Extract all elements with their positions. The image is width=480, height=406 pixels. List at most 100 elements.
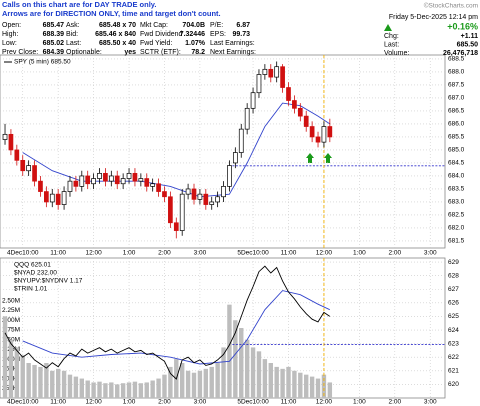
volume-bar [2,316,8,398]
candle-body [168,196,173,224]
volume-bar [250,347,256,398]
y-tick-label: 682.0 [448,225,465,232]
volume-bar [50,370,55,398]
candle-body [79,175,85,187]
candle-body [292,100,297,109]
y2-tick-label: 2.00M [2,317,20,324]
candle-body [244,107,250,130]
up-triangle [384,24,392,31]
x-tick-label: 5Dec10:00 [237,399,269,406]
y-tick-label: 688.5 [448,56,465,63]
direction-arrow [324,153,332,163]
volume-bar [215,363,220,398]
field-value: 99.73 [232,31,250,38]
volume-bar [227,304,232,398]
volume-bar [14,347,20,398]
volume-bar [61,370,67,398]
y-tick-label: 687.0 [448,95,465,102]
candle-body [61,191,67,205]
y-tick-label: 687.5 [448,82,465,89]
candle-body [179,193,185,231]
volume-bar [162,374,167,398]
y-tick-label: 628 [448,272,459,279]
candle-body [156,183,161,192]
candle-body [303,115,309,127]
candle-body [138,178,144,182]
notice-box [0,0,232,21]
y2-tick-label: 2.25M [2,307,20,314]
field-label: P/E: [210,22,223,29]
field-label: Fwd Yield: [140,40,172,47]
volume-bar [103,383,108,398]
volume-bar [120,383,126,398]
candle-body [120,178,126,185]
volume-bar [132,381,138,398]
volume-bar [256,351,262,398]
field-label: Mkt Cap: [140,22,168,29]
volume-bar [126,382,132,398]
y-tick-label: 622 [448,354,459,361]
candle-body [67,180,73,192]
volume-bar [115,384,120,398]
candle-body [262,68,268,75]
volume-bar [79,378,84,398]
field-label: Optionable: [66,49,102,56]
field-label: Fwd Dividend [140,31,183,38]
x-tick-label: 2:00 [388,399,401,406]
y-tick-label: 620 [448,381,459,388]
x-tick-label: 1:00 [353,399,366,406]
volume-bar [168,366,173,398]
y-tick-label: 685.0 [448,147,465,154]
volume-bar [138,383,144,398]
moving-average [22,290,330,365]
x-tick-label: 5Dec10:00 [237,250,269,257]
candle-body [85,175,91,185]
volume-bar [309,376,315,398]
y-tick-label: 681.5 [448,238,465,245]
volume-bar [304,374,309,398]
candle-body [126,172,132,179]
field-value: 685.50 x 40 [99,40,136,47]
field-value: 688.39 [43,31,65,38]
candle-body [8,133,14,151]
field-label: Last: [66,40,81,47]
candle-body [103,172,108,182]
volume-bar [179,363,185,398]
volume-bar [262,359,268,398]
volume-bar [197,370,203,398]
candle-body [286,87,291,101]
x-tick-label: 3:00 [194,399,207,406]
volume-bar [315,378,321,398]
x-tick-label: 11:00 [50,250,66,257]
field-value: 684.39 [43,49,65,56]
x-tick-label: 1:00 [353,250,366,257]
field-value: 685.47 [43,22,65,29]
field-value: 78.2 [191,49,205,56]
field-label: Volume: [384,50,409,57]
volume-bar [91,382,96,398]
field-label: Ask: [66,22,80,29]
y-tick-label: 686.5 [448,108,465,115]
x-tick-label: 12:00 [316,250,333,257]
volume-bar [97,381,102,398]
x-tick-label: 12:00 [316,399,333,406]
panel-label: $NYAD 232.00 [14,270,57,277]
field-value: 26,476,718 [443,50,478,57]
candle-body [162,191,167,198]
x-tick-label: 4Dec10:00 [7,250,39,257]
pct-change: +0.16% [447,21,478,31]
field-value: 1.07% [185,40,206,47]
volume-bar [191,372,197,398]
y-tick-label: 685.5 [448,134,465,141]
candle-body [238,128,244,153]
volume-bar [8,339,14,398]
field-label: High: [2,31,18,38]
volume-bar [55,368,61,398]
volume-bar [67,374,73,398]
candle-body [327,126,333,138]
x-tick-label: 3:00 [424,250,437,257]
field-label: SCTR (ETF): [140,49,181,56]
y2-tick-label: 2.50M [2,297,20,304]
candle-body [197,193,203,200]
volume-bar [233,320,238,398]
